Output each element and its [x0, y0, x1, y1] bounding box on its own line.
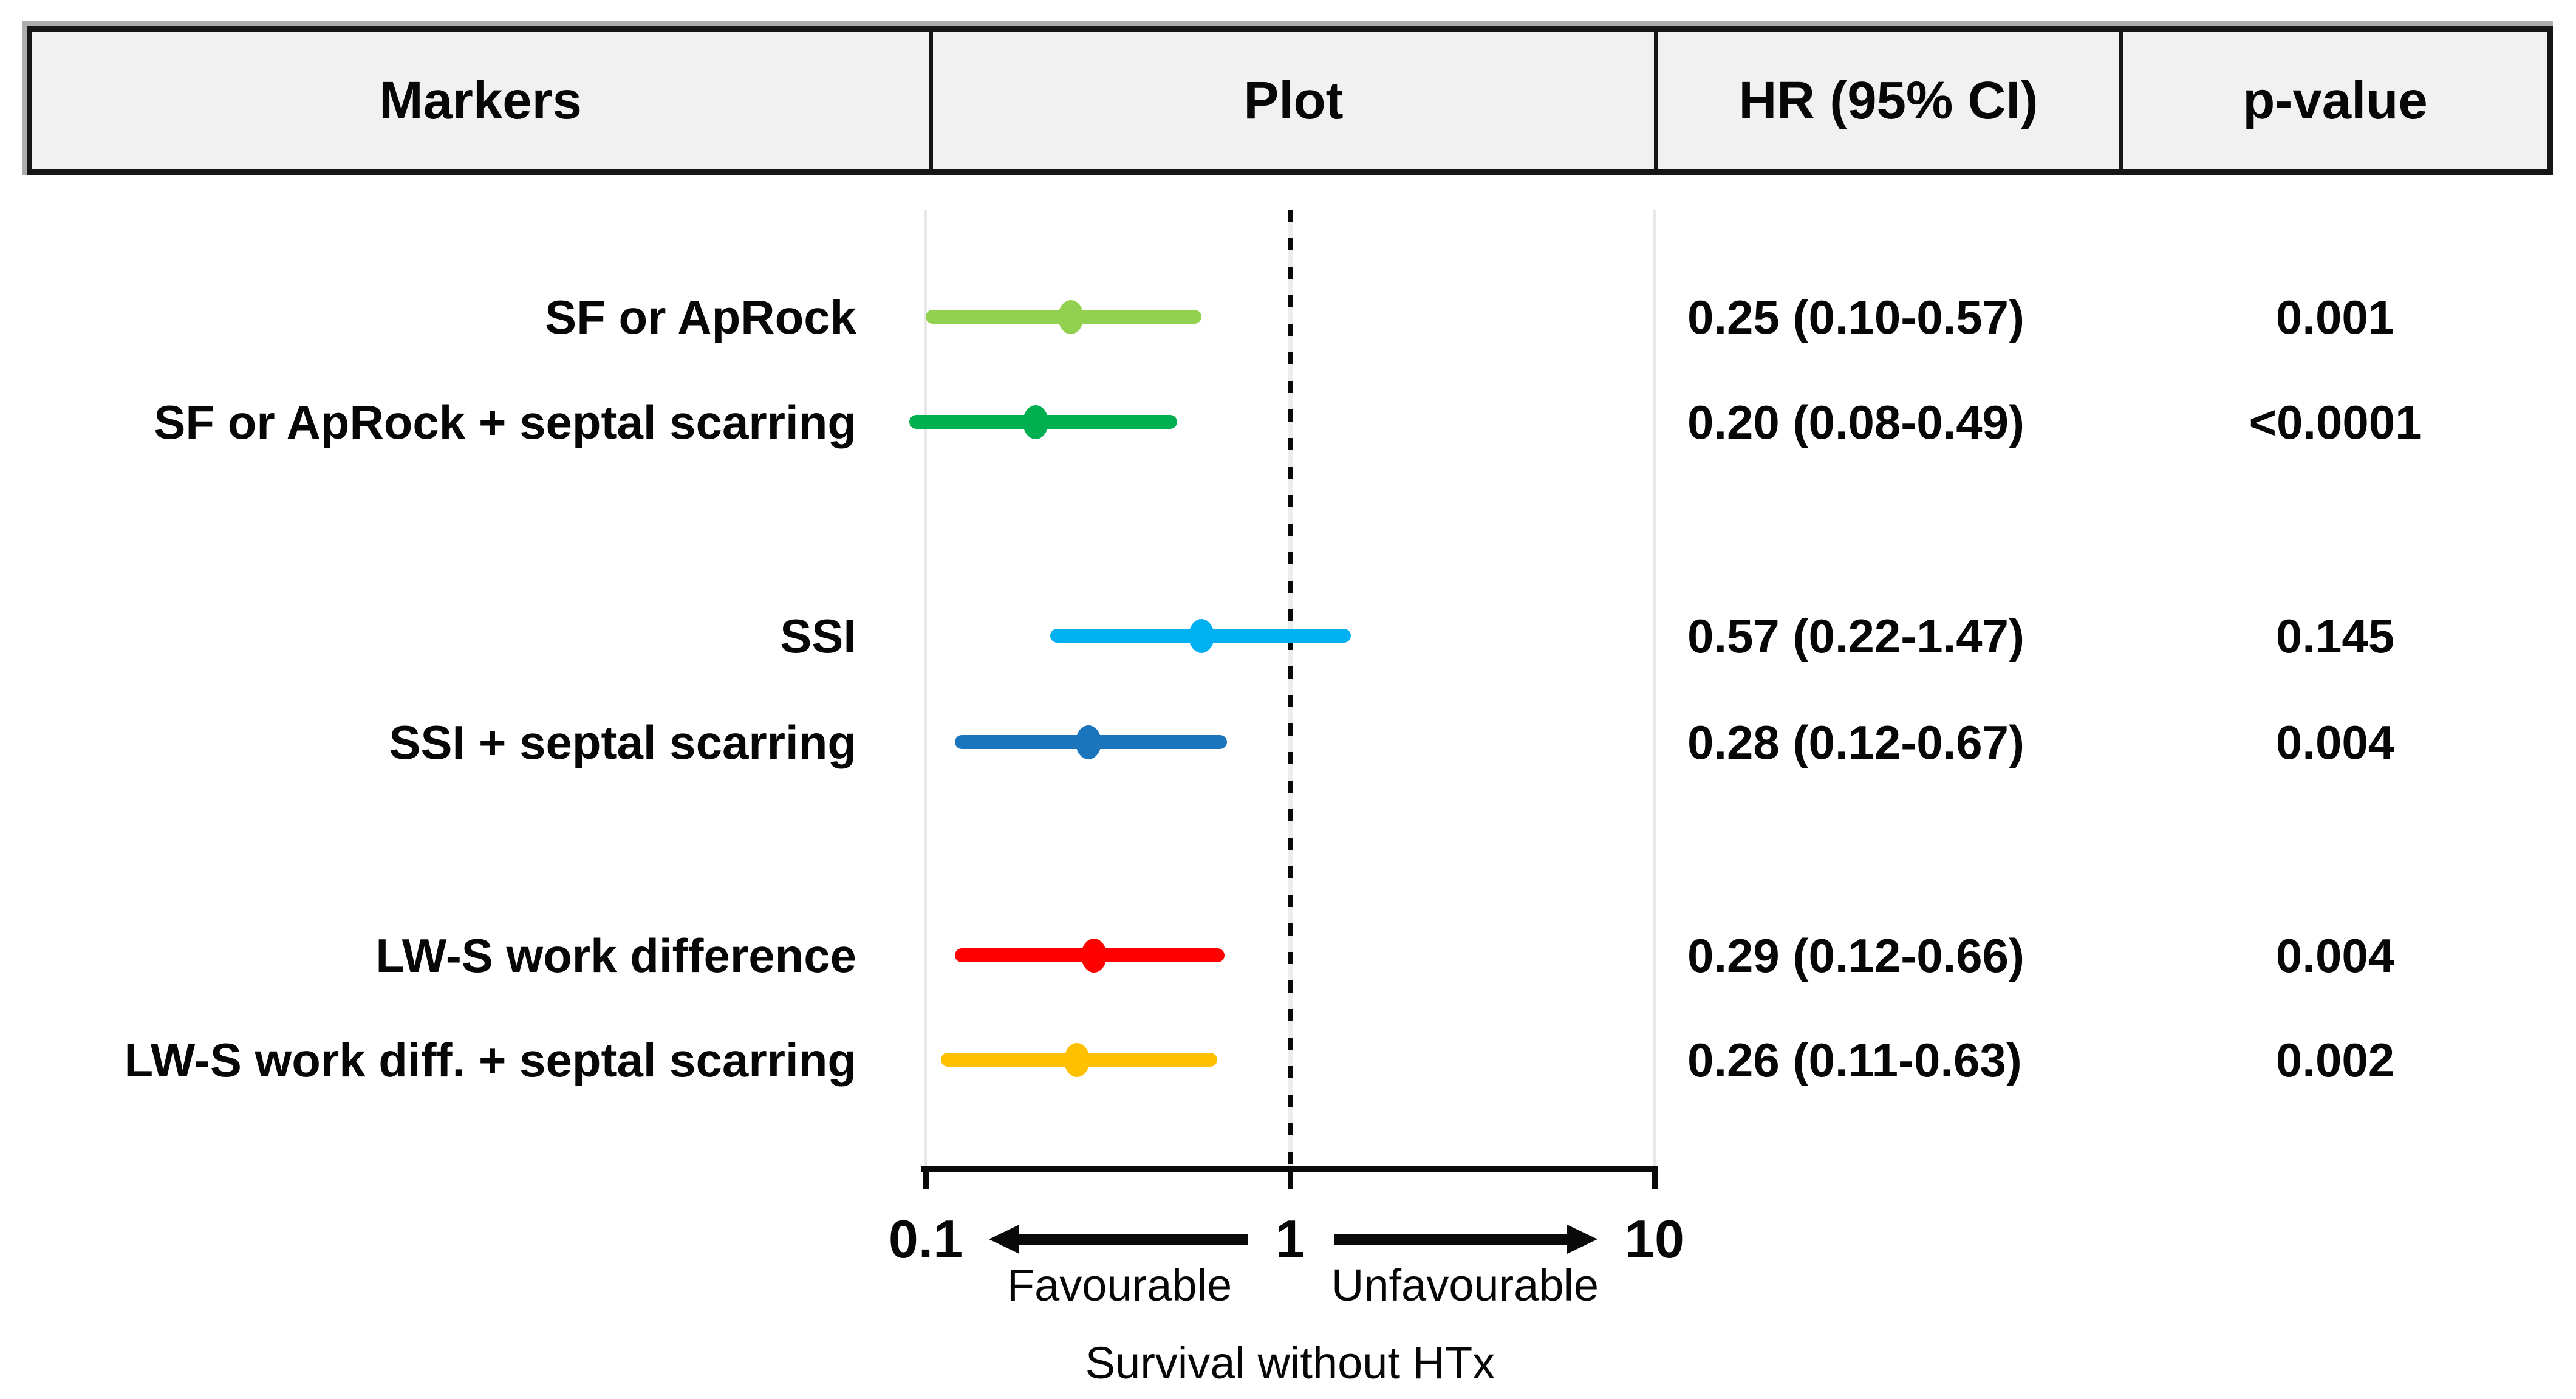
favourable-arrow-icon — [1016, 1234, 1248, 1245]
row-label: SF or ApRock + septal scarring — [154, 395, 856, 449]
p-value: 0.001 — [2275, 290, 2395, 344]
unfavourable-arrowhead-icon — [1567, 1225, 1597, 1254]
p-value: 0.145 — [2275, 609, 2395, 663]
column-header-hr-ci: HR (95% CI) — [1654, 32, 2119, 169]
row-label: SSI — [780, 609, 856, 663]
column-header-plot: Plot — [929, 32, 1654, 169]
hr-ci-value: 0.29 (0.12-0.66) — [1687, 929, 2025, 982]
x-axis-tick-label: 0.1 — [888, 1209, 963, 1269]
row-label: LW-S work difference — [375, 929, 856, 982]
point-estimate-dot — [1064, 1043, 1090, 1077]
row-label: SSI + septal scarring — [389, 716, 856, 769]
hr-ci-value: 0.28 (0.12-0.67) — [1687, 716, 2025, 769]
x-axis-tick — [1288, 1166, 1293, 1189]
hr-ci-value: 0.25 (0.10-0.57) — [1687, 290, 2025, 344]
point-estimate-dot — [1022, 405, 1048, 439]
p-value: 0.004 — [2275, 929, 2395, 982]
row-label: LW-S work diff. + septal scarring — [124, 1033, 856, 1087]
column-header-p-value: p-value — [2119, 32, 2547, 169]
axis-caption: Survival without HTx — [1085, 1338, 1495, 1388]
p-value: 0.002 — [2275, 1033, 2395, 1087]
point-estimate-dot — [1057, 300, 1084, 334]
plot-left-guide-line — [924, 210, 927, 1166]
point-estimate-dot — [1076, 725, 1102, 759]
hr-ci-value: 0.26 (0.11-0.63) — [1687, 1033, 2022, 1087]
hr-ci-value: 0.57 (0.22-1.47) — [1687, 609, 2025, 663]
row-label: SF or ApRock — [545, 290, 856, 344]
point-estimate-dot — [1188, 619, 1214, 653]
p-value: <0.0001 — [2249, 395, 2422, 449]
table-header: Markers Plot HR (95% CI) p-value — [27, 26, 2553, 175]
hr-ci-value: 0.20 (0.08-0.49) — [1687, 395, 2025, 449]
favourable-arrowhead-icon — [989, 1225, 1019, 1254]
plot-right-guide-line — [1653, 210, 1656, 1166]
column-header-markers: Markers — [379, 70, 582, 130]
reference-line-hr-1 — [1288, 210, 1293, 1166]
point-estimate-dot — [1081, 939, 1107, 973]
direction-label-unfavourable: Unfavourable — [1331, 1260, 1599, 1310]
x-axis-tick-label: 10 — [1625, 1209, 1684, 1269]
direction-label-favourable: Favourable — [1006, 1260, 1232, 1310]
p-value: 0.004 — [2275, 716, 2395, 769]
x-axis-tick — [923, 1166, 929, 1189]
x-axis-tick — [1652, 1166, 1658, 1189]
unfavourable-arrow-icon — [1334, 1234, 1570, 1245]
x-axis-tick-label: 1 — [1275, 1209, 1305, 1269]
